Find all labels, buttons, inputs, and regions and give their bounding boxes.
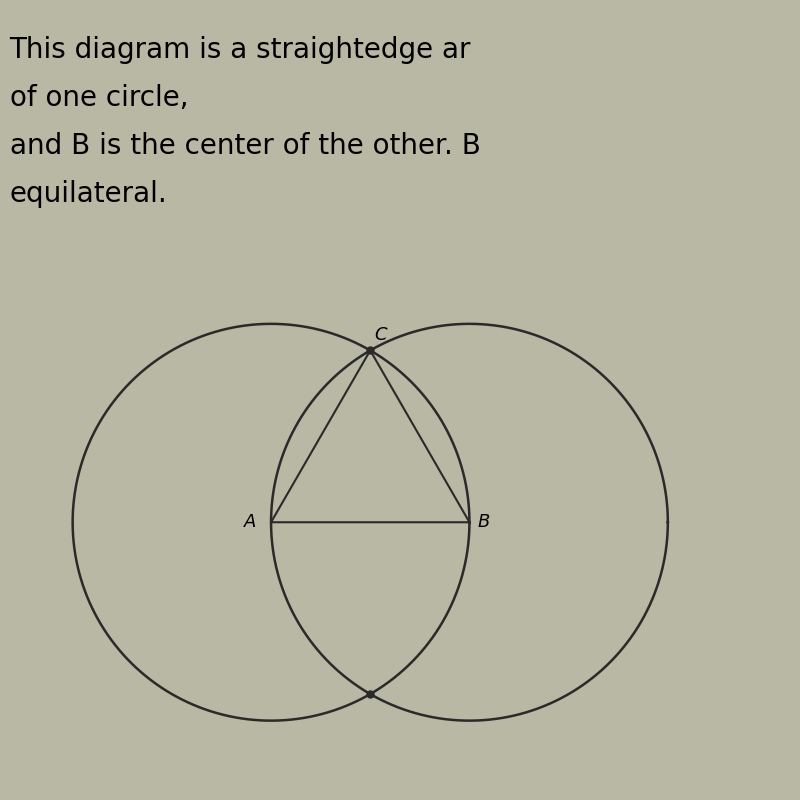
Text: C: C <box>374 326 387 345</box>
Text: and B is the center of the other. B: and B is the center of the other. B <box>10 132 481 160</box>
Text: of one circle,: of one circle, <box>10 84 188 112</box>
Text: A: A <box>244 514 256 531</box>
Text: This diagram is a straightedge ar: This diagram is a straightedge ar <box>10 36 471 64</box>
Text: B: B <box>478 514 490 531</box>
Text: equilateral.: equilateral. <box>10 180 167 208</box>
